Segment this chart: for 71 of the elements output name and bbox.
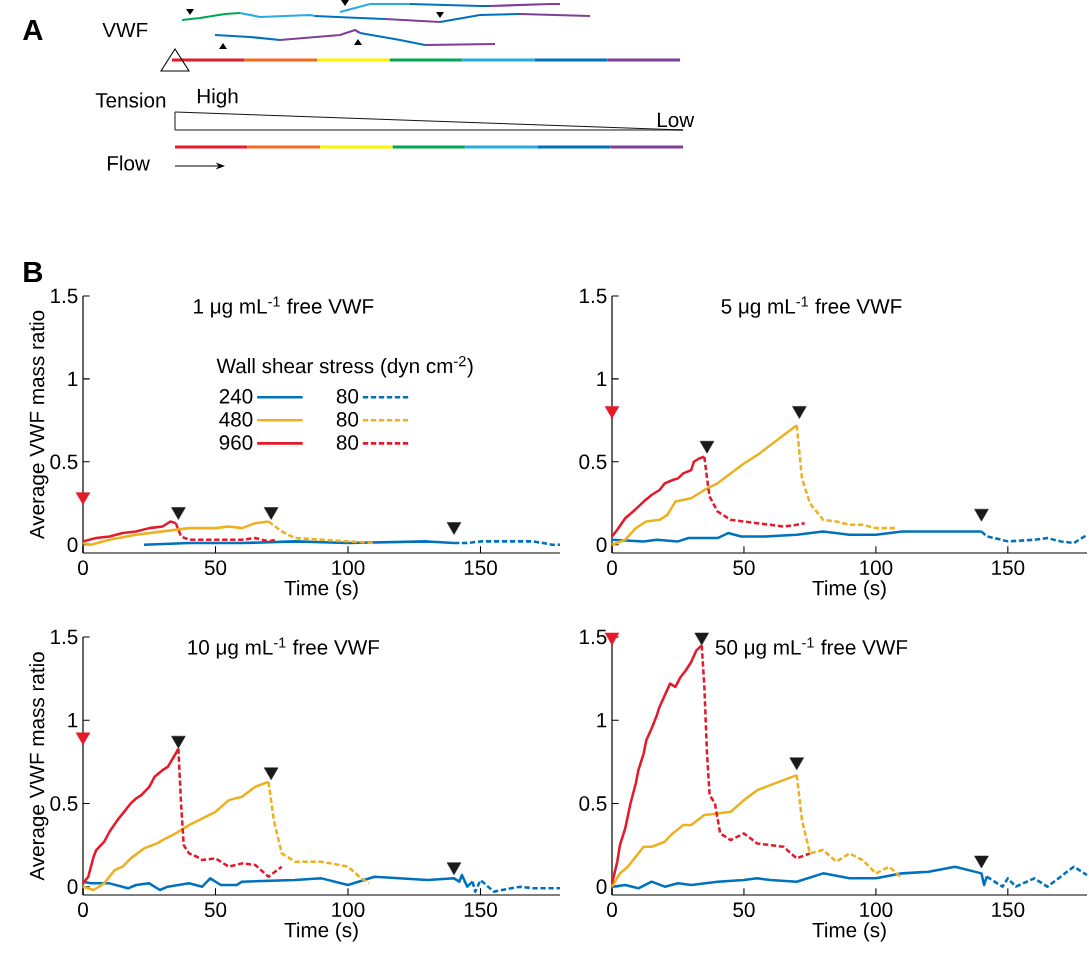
legend-label: 480 [219,412,253,427]
x-tick-label: 0 [607,902,617,918]
y-tick-label: 1.5 [51,629,78,645]
y-tick-label: 1.5 [580,629,607,645]
point [604,406,620,419]
y-tick-label: 0 [67,879,78,894]
point [446,522,462,535]
point [789,757,804,771]
point [699,440,715,454]
text: A [23,19,43,41]
y-tick-label: 0 [596,879,607,894]
x-tick-label: 50 [204,560,227,576]
point [974,855,989,869]
x-tick-label: 150 [464,560,497,576]
text: Low [657,112,695,128]
x-tick-label: 50 [204,902,227,918]
text: Flow [107,155,150,171]
x-tick-label: 150 [992,902,1025,918]
y-tick-label: 1 [597,371,607,387]
chart-title: 5 μg mL$^{-1}$ free VWF [721,296,902,318]
x-tick-label: 100 [860,560,893,576]
point [171,735,186,749]
chart-title: 10 μg mL$^{-1}$ free VWF [188,637,380,659]
legend-label: 240 [219,388,253,404]
x-tick-label: 50 [733,902,755,918]
y-tick-label: 1 [68,371,78,387]
text: High [197,88,238,108]
legend-label: 80 [336,435,359,450]
y-tick-label: 0 [67,537,78,553]
y-axis-title: Average VWF mass ratio [29,310,49,540]
point [974,508,989,522]
x-tick-label: 0 [607,560,617,576]
text: VWF [102,22,148,38]
point [75,732,91,746]
y-tick-label: 0 [596,537,607,553]
x-tick-label: 100 [332,902,365,918]
y-tick-label: 0.5 [50,796,78,811]
y-tick-label: 1 [597,713,607,728]
legend-title: Wall shear stress (dyn cm$^{-2}$) [216,356,473,378]
point [75,492,91,505]
x-tick-label: 100 [860,902,893,918]
x-tick-label: 150 [464,902,497,918]
point [263,767,279,781]
point [694,632,709,646]
x-axis-title: Time (s) [812,580,886,600]
x-tick-label: 50 [733,560,755,576]
legend-label: 960 [219,435,253,450]
x-tick-label: 0 [78,902,88,918]
text: B [24,261,43,283]
y-tick-label: 1.5 [580,288,607,304]
y-tick-label: 1 [68,713,78,728]
point [446,862,462,875]
y-tick-label: 0.5 [579,454,607,470]
y-tick-label: 1.5 [51,288,78,304]
y-axis-title: Average VWF mass ratio [29,652,49,881]
chart-title: 1 μg mL$^{-1}$ free VWF [194,296,374,318]
point [171,507,186,520]
y-tick-label: 0.5 [579,796,607,811]
point [792,406,807,419]
x-tick-label: 150 [992,560,1025,576]
legend-label: 80 [336,412,359,427]
chart-title: 50 μg mL$^{-1}$ free VWF [715,637,908,659]
x-tick-label: 100 [332,560,365,576]
y-tick-label: 0.5 [50,454,78,470]
point [263,507,279,520]
legend-label: 80 [336,388,359,404]
x-axis-title: Time (s) [284,922,358,942]
text: Tension [95,92,166,108]
x-axis-title: Time (s) [284,580,358,600]
x-tick-label: 0 [78,560,88,576]
x-axis-title: Time (s) [812,922,886,942]
